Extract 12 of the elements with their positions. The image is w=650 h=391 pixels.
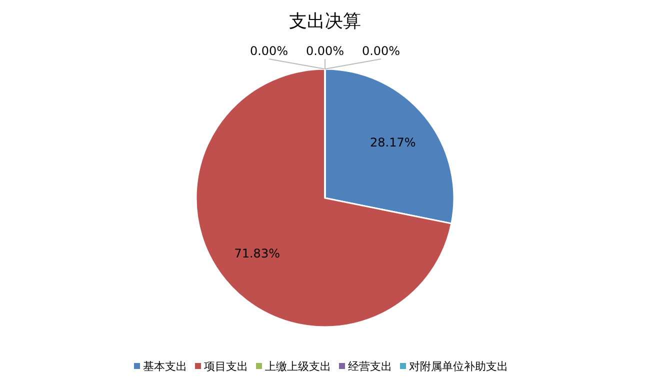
legend-label: 经营支出 [348,360,392,373]
data-label: 28.17% [370,135,416,150]
legend-label: 项目支出 [204,360,248,373]
legend-label: 对附属单位补助支出 [409,360,508,373]
legend-label: 基本支出 [143,360,187,373]
pie-slice [195,68,452,328]
text: 0.00% [250,44,288,58]
text: 0.00% [306,44,344,58]
text: 0.00% [362,44,400,58]
legend-label: 上缴上级支出 [265,360,331,373]
chart-title: 支出决算 [289,11,361,32]
data-label: 71.83% [234,246,280,261]
